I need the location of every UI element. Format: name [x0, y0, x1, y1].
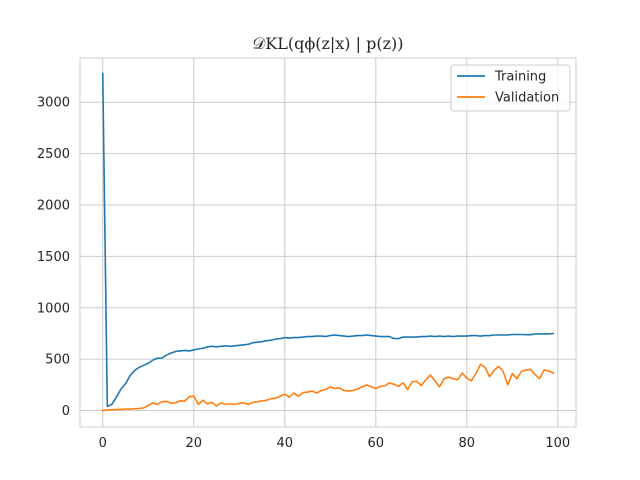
- y-tick-label: 0: [62, 404, 70, 419]
- x-tick-label: 80: [459, 436, 476, 451]
- x-tick-label: 40: [276, 436, 293, 451]
- y-tick-label: 2500: [37, 147, 70, 162]
- y-tick-label: 3000: [37, 96, 70, 111]
- y-tick-label: 2000: [37, 198, 70, 213]
- x-tick-label: 20: [185, 436, 202, 451]
- legend-label-validation: Validation: [495, 91, 559, 106]
- x-tick-label: 100: [545, 436, 570, 451]
- series-layer: [101, 72, 555, 412]
- axes-frame: [79, 57, 577, 428]
- x-tick-label: 60: [368, 436, 385, 451]
- y-tick-label: 1500: [37, 250, 70, 265]
- x-tick-label: 0: [99, 436, 107, 451]
- chart-title: 𝒟KL(qϕ(z|x) | p(z)): [252, 34, 403, 53]
- legend: Training Validation: [450, 64, 571, 112]
- y-tick-label: 1000: [37, 301, 70, 316]
- plot-area: [80, 58, 576, 427]
- series-line-validation: [101, 363, 555, 412]
- axes: [79, 57, 577, 428]
- legend-label-training: Training: [494, 70, 546, 85]
- plot-background: [80, 58, 576, 427]
- series-line-training: [101, 72, 555, 408]
- y-tick-label: 500: [45, 353, 70, 368]
